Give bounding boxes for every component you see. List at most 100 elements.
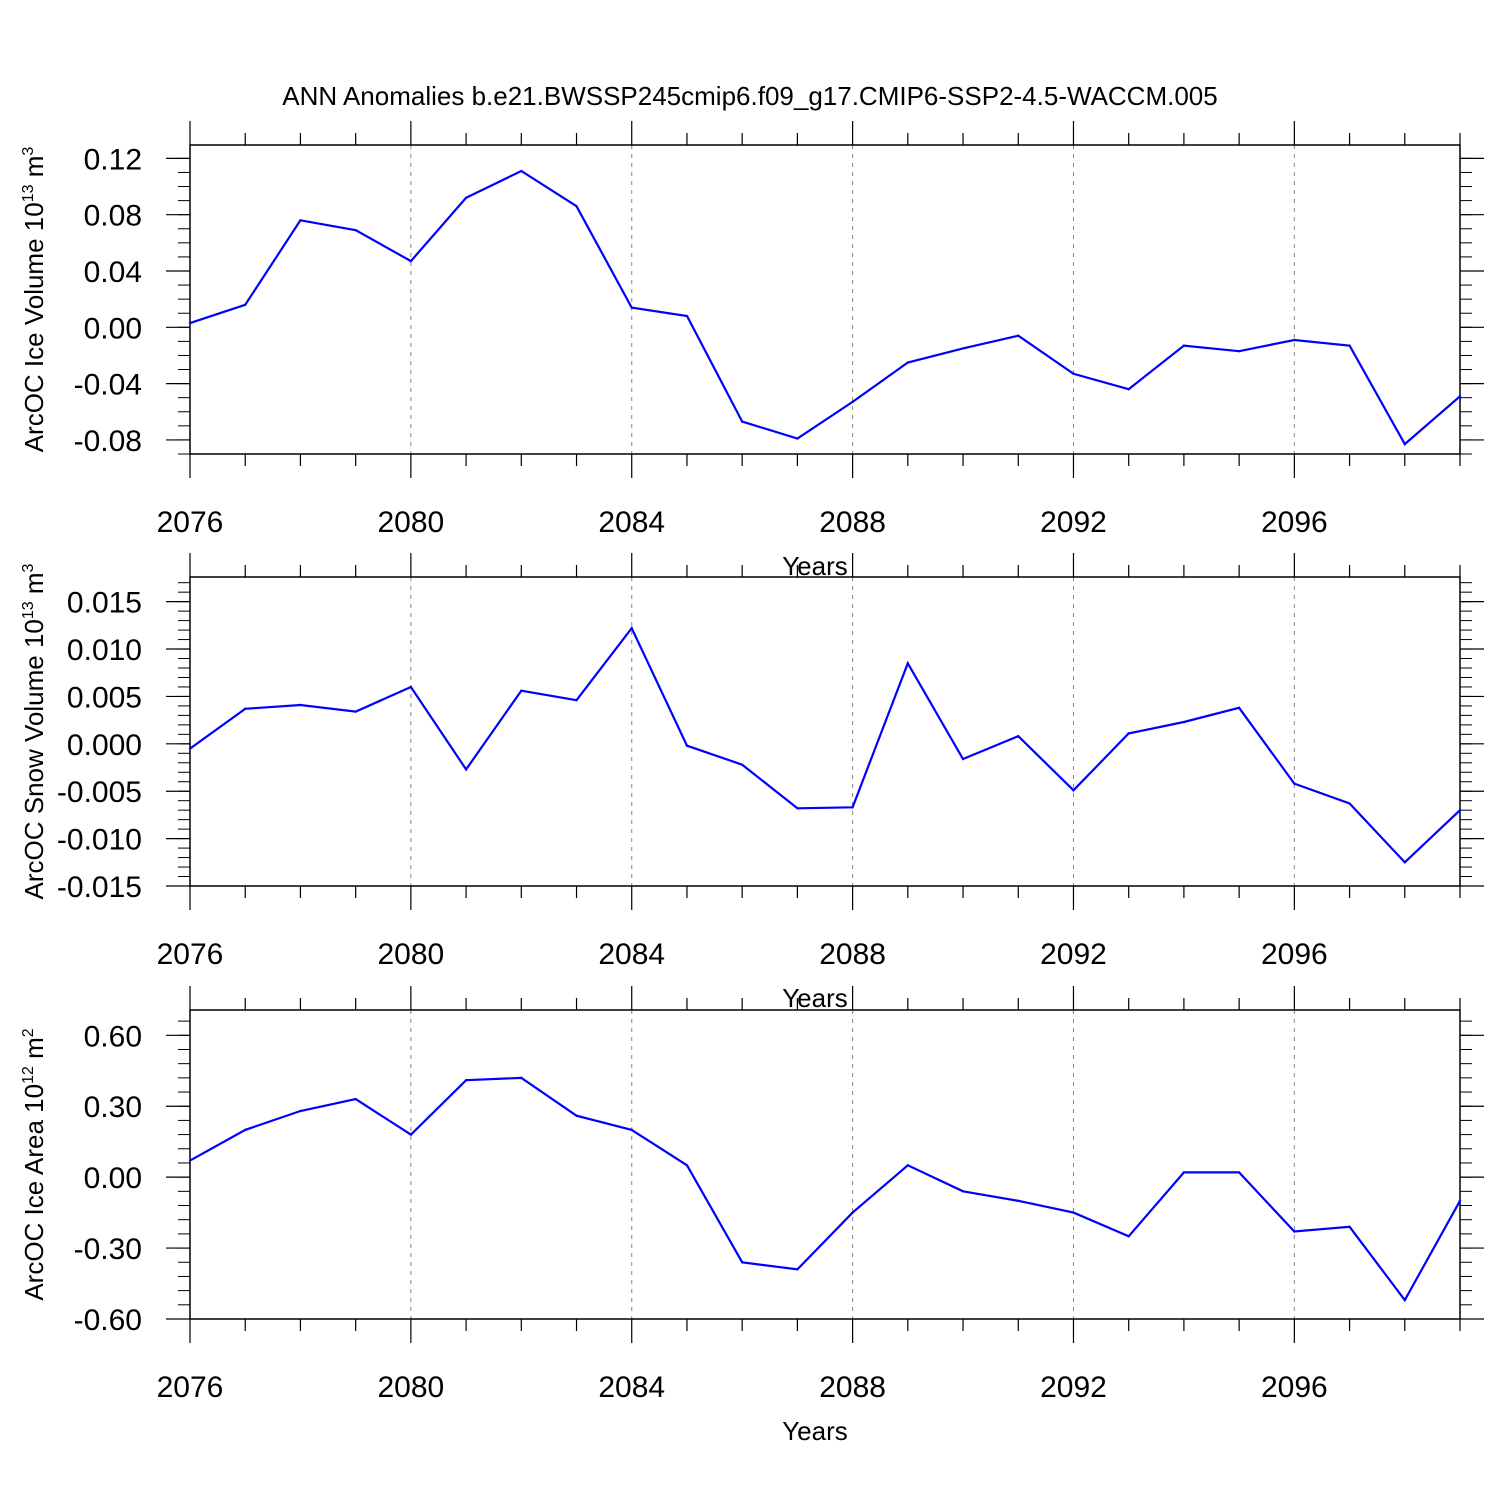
y-tick-label: 0.000 <box>67 729 142 762</box>
data-point-2085 <box>685 314 689 318</box>
data-point-2097 <box>1348 344 1351 347</box>
y-tick-label: -0.60 <box>74 1304 142 1337</box>
data-point-2096 <box>1293 782 1296 785</box>
data-point-2080 <box>409 259 413 263</box>
y-axis-title-base: ArcOC Snow Volume 10 <box>19 619 49 899</box>
y-tick-label: 0.015 <box>67 587 142 620</box>
data-point-2097 <box>1348 802 1351 805</box>
data-point-2092 <box>1072 1211 1075 1214</box>
data-point-2086 <box>740 1261 744 1264</box>
data-point-2094 <box>1182 344 1186 347</box>
data-point-2088 <box>851 806 854 809</box>
y-tick-label: -0.005 <box>57 776 142 809</box>
data-point-2095 <box>1237 706 1241 710</box>
data-point-2078 <box>299 703 302 707</box>
x-tick-label: 2080 <box>377 1371 444 1404</box>
data-point-2079 <box>354 710 357 713</box>
y-axis-title-unit-exponent: 2 <box>20 1028 37 1037</box>
data-point-2079 <box>354 228 357 232</box>
plot-frame <box>189 576 1461 887</box>
y-axis-title-base: ArcOC Ice Area 10 <box>19 1084 49 1301</box>
data-point-2083 <box>575 1114 578 1117</box>
chart-title: ANN Anomalies b.e21.BWSSP245cmip6.f09_g1… <box>282 81 1217 111</box>
data-point-2080 <box>409 1133 413 1136</box>
data-point-2088 <box>851 400 854 404</box>
data-point-2077 <box>244 1128 247 1132</box>
data-point-2077 <box>244 303 247 306</box>
data-point-2089 <box>906 662 910 665</box>
data-point-2099 <box>1458 1199 1462 1202</box>
y-tick-label: -0.04 <box>74 369 142 402</box>
y-tick-label: 0.08 <box>84 200 142 233</box>
data-point-2089 <box>906 361 910 364</box>
panel-1: 2076 2080 2084 2088 2092 2096 0.12 0.08 0.04 0.00… <box>19 121 1484 581</box>
y-axis-title-unit: m <box>19 1037 49 1066</box>
data-point-2087 <box>796 437 799 440</box>
y-tick-label: 0.00 <box>84 1162 142 1195</box>
series-line <box>189 626 1461 864</box>
y-tick-label: -0.010 <box>57 824 142 857</box>
y-axis-title-unit: m <box>19 572 49 601</box>
panel-3: 2076 2080 2084 2088 2092 2096 0.60 0.30 0.00 -0.3… <box>19 986 1484 1446</box>
data-point-2092 <box>1072 372 1075 375</box>
data-point-2084 <box>630 626 633 630</box>
data-point-2093 <box>1127 732 1130 735</box>
x-tick-label: 2088 <box>819 938 886 971</box>
data-point-2094 <box>1182 720 1186 724</box>
y-axis-title-exponent: 12 <box>20 1066 37 1084</box>
x-tick-label: 2084 <box>598 938 665 971</box>
y-axis-title: ArcOC Snow Volume 1013 m3 <box>19 563 49 899</box>
x-axis-title: Years <box>782 983 848 1013</box>
x-axis-title: Years <box>782 1416 848 1446</box>
y-tick-label: 0.30 <box>84 1091 142 1124</box>
data-point-2090 <box>961 757 965 761</box>
x-tick-label: 2080 <box>377 506 444 539</box>
y-tick-label: 0.04 <box>84 256 142 289</box>
data-point-2098 <box>1403 1298 1406 1302</box>
data-point-2087 <box>796 807 799 810</box>
x-tick-label: 2096 <box>1261 938 1328 971</box>
y-tick-label: -0.015 <box>57 871 142 904</box>
x-tick-label: 2088 <box>819 1371 886 1404</box>
data-point-2097 <box>1348 1225 1351 1228</box>
data-point-2090 <box>961 1190 965 1193</box>
panel-2: 2076 2080 2084 2088 2092 2096 0.015 0.010 0.005 0… <box>19 553 1484 1013</box>
x-tick-label: 2076 <box>157 938 224 971</box>
data-point-2088 <box>851 1211 854 1214</box>
x-tick-label: 2096 <box>1261 1371 1328 1404</box>
y-axis-title-unit-exponent: 3 <box>20 563 37 572</box>
y-tick-label: 0.010 <box>67 634 142 667</box>
data-point-2083 <box>575 205 578 208</box>
data-point-2098 <box>1403 861 1406 864</box>
data-point-2079 <box>354 1097 357 1101</box>
y-axis-title-unit-exponent: 3 <box>20 147 37 156</box>
data-point-2098 <box>1403 442 1406 446</box>
data-point-2090 <box>961 347 965 350</box>
y-tick-label: 0.00 <box>84 312 142 345</box>
x-tick-label: 2092 <box>1040 506 1107 539</box>
data-point-2084 <box>630 306 633 309</box>
y-axis-title: ArcOC Ice Area 1012 m2 <box>19 1028 49 1300</box>
data-point-2085 <box>685 1164 689 1167</box>
data-point-2082 <box>520 169 523 173</box>
data-point-2084 <box>630 1128 633 1132</box>
data-point-2077 <box>244 707 247 710</box>
y-tick-label: -0.08 <box>74 425 142 458</box>
plot-frame <box>189 1009 1461 1320</box>
data-point-2093 <box>1127 388 1130 391</box>
data-point-2086 <box>740 420 744 423</box>
data-point-2076 <box>188 1159 192 1162</box>
x-tick-label: 2096 <box>1261 506 1328 539</box>
data-point-2087 <box>796 1268 799 1271</box>
data-point-2095 <box>1237 350 1241 353</box>
data-point-2076 <box>188 321 192 325</box>
x-tick-label: 2092 <box>1040 1371 1107 1404</box>
data-point-2092 <box>1072 789 1075 792</box>
data-point-2096 <box>1293 338 1296 342</box>
data-point-2091 <box>1017 1199 1020 1202</box>
x-tick-label: 2084 <box>598 506 665 539</box>
y-axis-title-base: ArcOC Ice Volume 10 <box>19 202 49 452</box>
data-point-2093 <box>1127 1235 1130 1238</box>
x-tick-label: 2088 <box>819 506 886 539</box>
